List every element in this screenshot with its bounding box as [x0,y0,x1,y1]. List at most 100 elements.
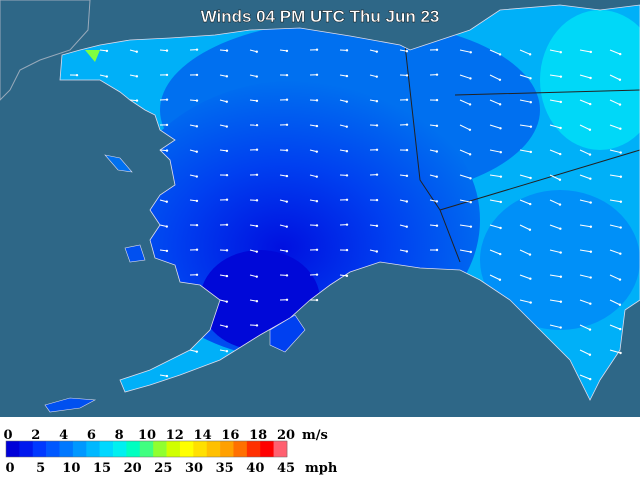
arrow-head [589,302,592,305]
arrow-head [528,253,532,256]
arrow-head [618,303,622,306]
wind-arrows [69,48,623,381]
color-swatch [19,441,34,457]
arrow-head [165,73,169,77]
arrow-head [195,248,199,251]
ms-tick-label: 2 [31,428,40,443]
arrow-head [255,224,259,228]
wind-arrow [549,99,561,103]
arrow-head [435,248,439,252]
arrow-head [135,99,139,102]
ms-unit: m/s [302,428,328,443]
arrow-head [405,225,408,228]
wind-arrow [579,299,591,305]
arrow-head [435,98,439,102]
arrow-head [195,125,199,128]
arrow-head [225,300,229,303]
arrow-head [105,49,109,53]
arrow-head [285,225,288,228]
wind-arrow [519,124,531,128]
arrow-head [285,249,289,253]
wind-arrow [549,274,561,278]
arrow-head [589,201,592,204]
arrow-head [529,277,532,280]
arrow-head [559,251,562,254]
arrow-head [105,75,109,78]
ms-tick-label: 6 [87,428,96,443]
wind-arrow [459,149,471,155]
arrow-head [225,149,229,153]
arrow-head [345,174,349,177]
island [44,397,97,413]
wind-arrow [609,49,621,55]
color-swatch [139,441,154,457]
arrow-head [165,49,169,52]
arrow-head [469,200,472,204]
legend: 0 2 4 6 8 10 12 14 16 18 20 m/s 0 5 10 15 20 25 30 35 40 45 mp… [3,428,337,476]
wind-arrow [459,224,471,228]
wind-arrow [609,99,621,106]
arrow-head [618,78,622,81]
wind-arrow [489,249,501,255]
arrow-head [165,374,169,378]
arrow-head [375,99,379,103]
arrow-head [165,225,169,228]
wind-arrow [549,249,561,254]
color-swatch [32,441,47,457]
wind-arrow [519,99,531,103]
arrow-head [469,51,472,54]
wind-arrow [579,324,591,331]
arrow-head [195,48,199,51]
color-swatch [59,441,74,457]
color-swatch [72,441,87,457]
land-patch [85,50,100,62]
arrow-head [498,78,502,81]
wind-arrow [609,274,621,281]
arrow-head [375,50,379,53]
wind-arrow [489,74,501,81]
arrow-head [345,274,349,278]
arrow-head [499,252,502,256]
arrow-head [375,75,378,78]
wind-arrow [519,274,531,280]
arrow-head [435,200,439,203]
arrow-head [165,123,169,127]
wind-arrow [549,299,561,303]
ms-tick-label: 12 [166,428,184,443]
arrow-head [195,175,199,178]
arrow-head [588,328,592,331]
ms-tick-label: 14 [194,428,212,443]
arrow-head [225,349,229,353]
wind-arrow [489,174,501,178]
arrow-head [255,250,259,253]
arrow-head [315,273,319,276]
wind-arrow [549,124,561,129]
arrow-head [469,177,472,180]
wind-arrow [489,199,501,203]
arrow-head [529,100,532,104]
arrow-head [225,49,229,52]
wind-arrow [579,149,591,156]
arrow-head [499,127,502,130]
arrow-head [469,250,473,254]
arrow-head [619,127,622,130]
arrow-head [255,275,258,278]
wind-arrow [549,224,561,230]
arrow-head [225,75,229,78]
arrow-head [255,50,258,53]
arrow-head [589,225,593,228]
arrow-head [345,100,349,103]
arrow-head [255,123,259,127]
wind-arrow [579,249,591,253]
wind-arrow [519,299,531,304]
wind-arrow [579,124,591,131]
mph-tick-label: 30 [185,461,203,476]
arrow-head [345,248,349,252]
arrow-head [559,326,562,329]
wind-arrow [609,324,621,330]
arrow-head [285,149,289,152]
arrow-head [165,200,168,203]
wind-arrow [519,224,531,231]
color-swatch [113,441,127,457]
arrow-head [225,223,229,226]
